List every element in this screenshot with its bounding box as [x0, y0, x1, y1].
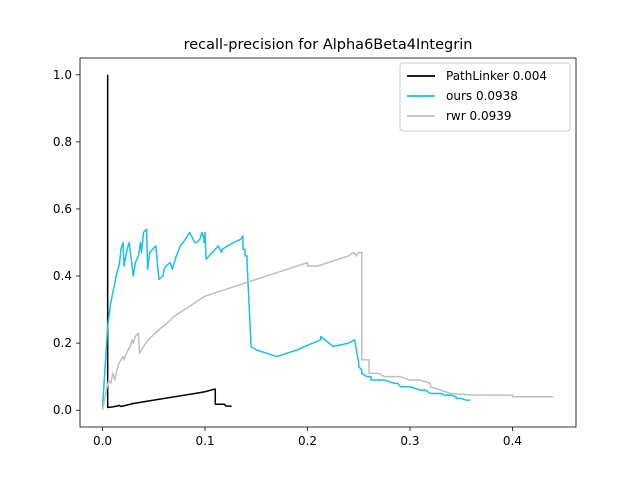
series-line-2: [101, 251, 554, 411]
y-tick-label: 0.4: [53, 269, 72, 283]
plot-frame: [79, 57, 577, 428]
y-tick-label: 1.0: [53, 68, 72, 82]
y-tick-label: 0.2: [53, 336, 72, 350]
x-tick-label: 0.2: [298, 434, 317, 448]
x-axis: 0.0 0.1 0.2 0.3 0.4: [93, 427, 522, 448]
legend-label-2: rwr 0.0939: [446, 109, 511, 123]
y-tick-label: 0.0: [53, 403, 72, 417]
legend-label-1: ours 0.0938: [446, 89, 518, 103]
x-tick-label: 0.1: [195, 434, 214, 448]
legend: PathLinker 0.004 ours 0.0938 rwr 0.0939: [399, 62, 571, 132]
x-tick-label: 0.0: [93, 434, 112, 448]
x-tick-label: 0.4: [503, 434, 522, 448]
plot-lines: [101, 74, 554, 411]
series-line-0: [106, 74, 232, 409]
chart-title: recall-precision for Alpha6Beta4Integrin: [184, 37, 473, 53]
series-line-1: [101, 228, 471, 407]
y-tick-label: 0.8: [53, 135, 72, 149]
y-axis: 0.0 0.2 0.4 0.6 0.8 1.0: [53, 68, 80, 417]
x-tick-label: 0.3: [400, 434, 419, 448]
legend-label-0: PathLinker 0.004: [446, 69, 547, 83]
y-tick-label: 0.6: [53, 202, 72, 216]
legend-box: [399, 62, 571, 132]
